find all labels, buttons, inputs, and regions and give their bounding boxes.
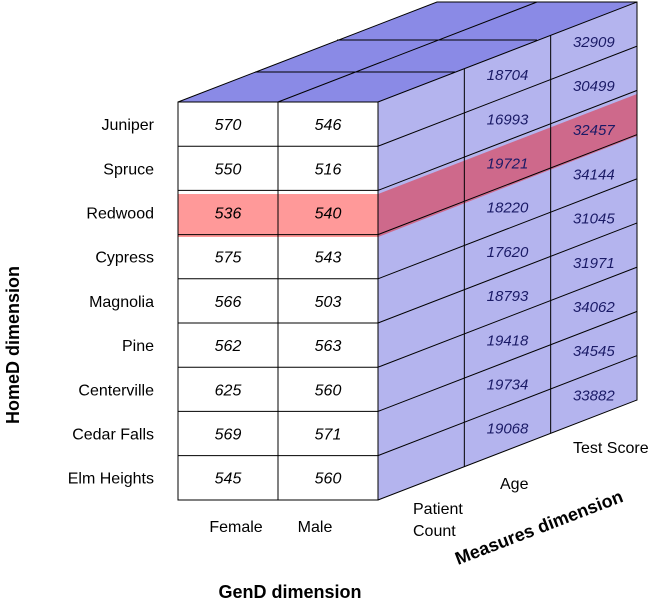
test-score-cell: 30499 (573, 78, 615, 95)
front-cell: 516 (315, 161, 342, 178)
front-cell: 540 (315, 206, 342, 223)
test-score-cell: 34062 (573, 299, 615, 316)
measure-label-patient: Patient (413, 501, 463, 518)
front-cell: 562 (215, 338, 242, 355)
measure-label-test-score: Test Score (573, 440, 649, 457)
column-dimension-title: GenD dimension (218, 582, 361, 602)
front-cell: 536 (215, 206, 242, 223)
front-cell: 560 (315, 382, 342, 399)
row-label: Magnolia (89, 294, 154, 311)
front-cell: 625 (215, 382, 242, 399)
test-score-cell: 31045 (573, 211, 615, 228)
front-cell: 563 (315, 338, 342, 355)
front-cell: 545 (215, 471, 242, 488)
front-cell: 546 (315, 117, 342, 134)
age-cell: 19418 (487, 332, 529, 349)
test-score-cell: 34144 (573, 166, 615, 183)
front-cell: 543 (315, 250, 342, 267)
top-face-grid (255, 1, 538, 103)
row-label: Cedar Falls (72, 427, 154, 444)
side-row-divider (377, 89, 638, 191)
row-label: Pine (122, 338, 154, 355)
side-row-divider (377, 134, 638, 236)
test-score-column-values: 32909 30499 32457 34144 31045 31971 34062 34545… (573, 34, 615, 405)
redwood-slice-side (378, 94, 637, 237)
test-score-cell: 33882 (573, 387, 615, 404)
front-cell: 569 (215, 427, 242, 444)
cube-outline (177, 1, 638, 501)
side-row-divider (377, 310, 638, 412)
front-cell: 503 (315, 294, 342, 311)
measure-label-count: Count (413, 523, 456, 540)
side-row-divider (377, 266, 638, 368)
age-column-values: 18704 16993 19721 18220 17620 18793 19418 19734… (487, 67, 529, 438)
test-score-cell: 34545 (573, 343, 615, 360)
age-cell: 19734 (487, 377, 529, 394)
front-cell: 566 (215, 294, 242, 311)
front-face-grid (178, 102, 378, 500)
row-label: Spruce (103, 161, 154, 178)
front-cell: 571 (315, 427, 342, 444)
row-dimension-title: HomeD dimension (3, 266, 23, 424)
row-label: Redwood (86, 206, 154, 223)
side-row-divider (377, 45, 638, 147)
measures-dimension-title: Measures dimension (452, 486, 625, 568)
side-row-divider (377, 355, 638, 457)
test-score-cell: 31971 (573, 255, 615, 272)
row-label: Elm Heights (68, 471, 154, 488)
side-face-grid (377, 35, 638, 467)
age-cell: 19721 (487, 156, 529, 173)
age-cell: 18704 (487, 67, 529, 84)
front-face-values: 570 546 550 516 536 540 575 543 566 503 562 563 625 5… (215, 117, 342, 488)
column-label-female: Female (209, 519, 262, 536)
row-label: Centerville (78, 382, 154, 399)
row-label: Cypress (95, 250, 154, 267)
side-row-divider (377, 178, 638, 280)
row-label: Juniper (102, 117, 155, 134)
age-cell: 16993 (487, 111, 529, 128)
column-label-male: Male (298, 519, 333, 536)
age-cell: 17620 (487, 244, 529, 261)
test-score-cell: 32457 (573, 122, 615, 139)
front-cell: 570 (215, 117, 242, 134)
age-cell: 18220 (487, 200, 529, 217)
front-cell: 550 (215, 161, 242, 178)
age-cell: 18793 (487, 288, 529, 305)
front-cell: 560 (315, 471, 342, 488)
age-cell: 19068 (487, 421, 529, 438)
side-row-divider (377, 222, 638, 324)
measure-label-age: Age (500, 476, 529, 493)
row-labels: Juniper Spruce Redwood Cypress Magnolia Pine C… (68, 117, 155, 488)
front-cell: 575 (215, 250, 242, 267)
test-score-cell: 32909 (573, 34, 615, 51)
